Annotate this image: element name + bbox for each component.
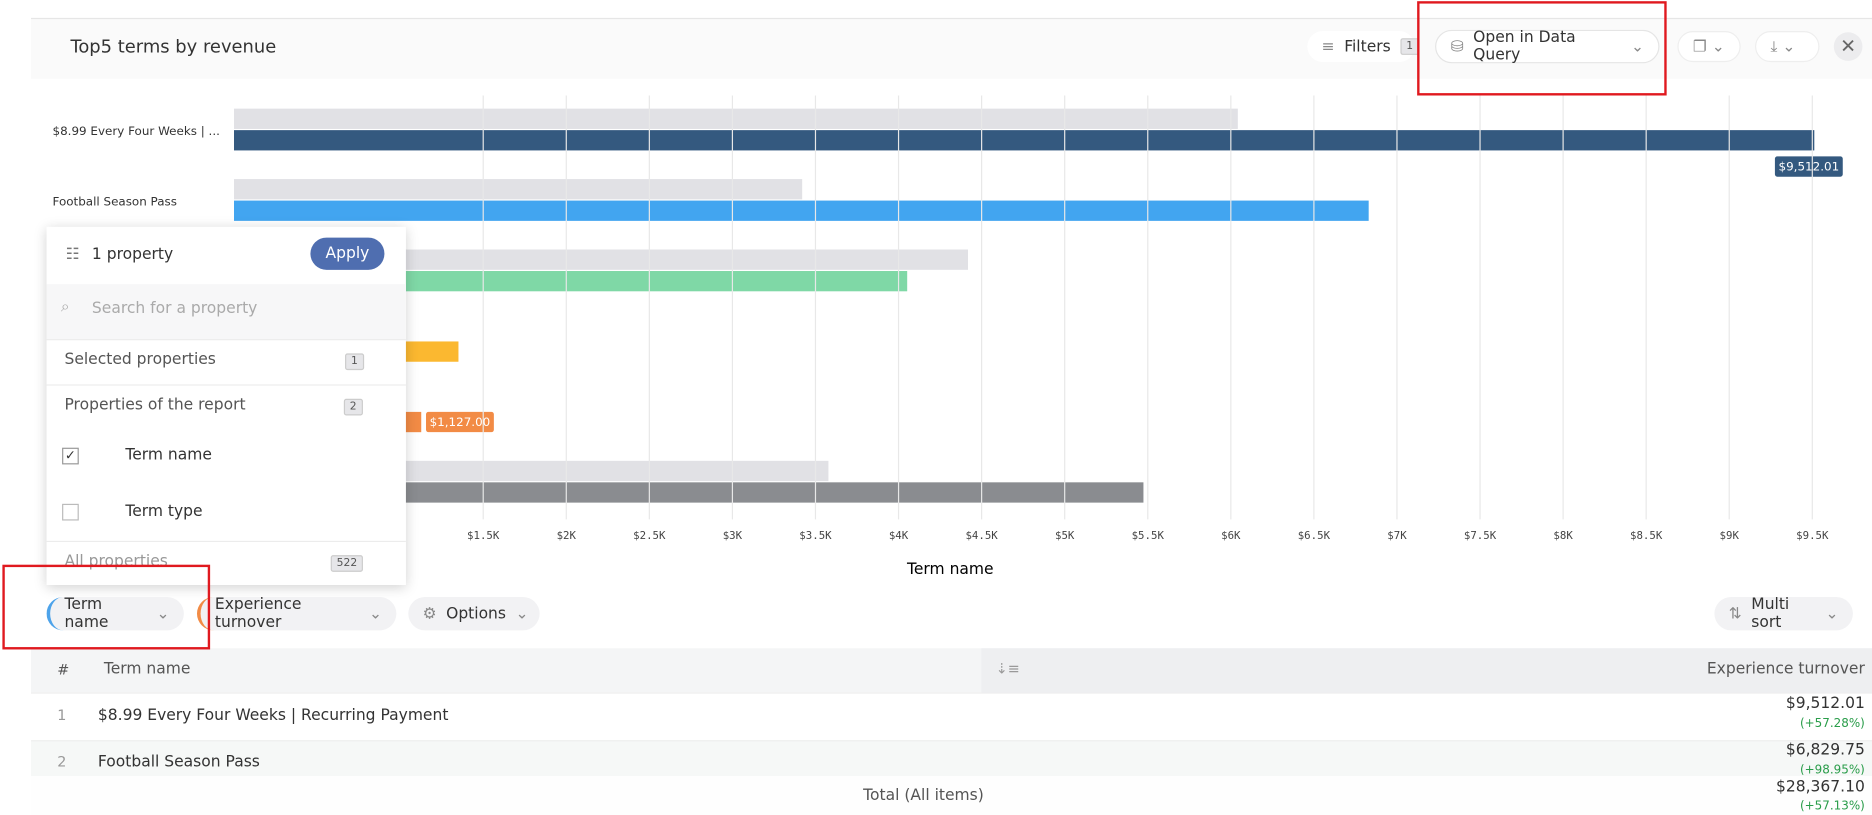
data-label: $9,512.01: [1778, 160, 1839, 174]
highlight-box: [2, 564, 211, 650]
bar: [234, 249, 968, 270]
search-icon: ⌕: [60, 298, 70, 317]
y-tick-label: $8.99 Every Four Weeks | ...: [53, 124, 220, 138]
header-cell: Experience turnover: [1706, 660, 1865, 679]
bar: [234, 200, 1369, 221]
cell: 1: [57, 706, 67, 724]
selected-section[interactable]: Selected properties: [64, 351, 216, 369]
options-label: Options: [446, 604, 506, 623]
cell: 2: [57, 753, 67, 771]
dimension-chip[interactable]: Term name ⌄: [46, 595, 184, 632]
sort-label: Multi sort: [1751, 595, 1790, 632]
download-button[interactable]: ⤓ ⌄: [1755, 31, 1820, 63]
cell: $6,829.75: [1785, 741, 1865, 760]
search-placeholder: Search for a property: [91, 299, 258, 318]
x-axis-label: Term name: [906, 560, 994, 578]
checkbox[interactable]: [62, 503, 79, 521]
dimension-label: Term name: [64, 595, 109, 632]
x-tick-label: $7.5K: [1464, 529, 1497, 542]
list-icon: ☷: [65, 245, 80, 264]
all-count: 522: [330, 555, 364, 572]
data-label: $1,127.00: [430, 415, 491, 429]
table-row: [31, 692, 1872, 740]
selected-count: 1: [345, 353, 364, 371]
x-tick-label: $4K: [889, 529, 909, 542]
x-tick-label: $7K: [1387, 529, 1407, 542]
x-tick-label: $3K: [723, 529, 743, 542]
y-tick-label: Football Season Pass: [53, 194, 177, 208]
property-item[interactable]: Term name: [125, 446, 212, 465]
sort-button[interactable]: ⇅ Multi sort ⌄: [1714, 595, 1853, 632]
x-tick-label: $5.5K: [1132, 529, 1165, 542]
header-cell: #: [57, 661, 70, 679]
data-label-box: [1774, 156, 1843, 177]
metric-label: Experience turnover: [214, 595, 302, 632]
property-popover: ☷ 1 property Apply Search for a property…: [46, 226, 406, 586]
apply-button[interactable]: Apply: [310, 237, 385, 270]
metric-chip[interactable]: Experience turnover ⌄: [196, 595, 397, 632]
x-tick-label: $6K: [1221, 529, 1241, 542]
search-box[interactable]: [46, 284, 406, 340]
popover-title: 1 property: [91, 245, 174, 264]
cell: Football Season Pass: [97, 753, 260, 772]
open-query-button[interactable]: ⛁ Open in Data Query ⌄: [1435, 28, 1660, 65]
x-tick-label: $2.5K: [633, 529, 666, 542]
close-button[interactable]: ✕: [1833, 32, 1863, 61]
x-tick-label: $4.5K: [965, 529, 998, 542]
highlight-box: [1417, 1, 1667, 96]
open-query-label: Open in Data Query: [1473, 28, 1576, 65]
total-label: Total (All items): [863, 786, 984, 805]
filters-button[interactable]: ≡ Filters 1: [1307, 31, 1420, 63]
filters-label: Filters: [1344, 37, 1391, 56]
x-tick-label: $6.5K: [1298, 529, 1331, 542]
title: Top5 terms by revenue: [70, 35, 277, 58]
checkbox[interactable]: ✓: [62, 447, 79, 465]
bar: [234, 130, 1815, 151]
data-label-box: [426, 411, 494, 433]
options-button[interactable]: ⚙ Options ⌄: [408, 596, 540, 631]
bar: [234, 108, 1238, 129]
x-tick-label: $8.5K: [1630, 529, 1663, 542]
report-section[interactable]: Properties of the report: [64, 396, 246, 415]
total-value: $28,367.10: [1775, 778, 1865, 797]
x-tick-label: $5K: [1055, 529, 1075, 542]
cell: $8.99 Every Four Weeks | Recurring Payme…: [97, 706, 449, 725]
x-tick-label: $9.5K: [1796, 529, 1829, 542]
sort-icon[interactable]: ⇣≡: [995, 660, 1020, 677]
x-tick-label: $3.5K: [799, 529, 832, 542]
property-item[interactable]: Term type: [125, 502, 203, 521]
x-tick-label: $1.5K: [467, 529, 500, 542]
x-tick-label: $9K: [1720, 529, 1740, 542]
bar: [234, 179, 803, 200]
x-tick-label: $2K: [557, 529, 577, 542]
cell-change: (+98.95%): [1799, 764, 1865, 775]
total-change: (+57.13%): [1799, 799, 1865, 814]
cell-change: (+57.28%): [1799, 717, 1865, 731]
x-tick-label: $8K: [1553, 529, 1573, 542]
cell: $9,512.01: [1785, 694, 1865, 713]
total-row: [0, 776, 1872, 815]
copy-button[interactable]: ❐ ⌄: [1677, 31, 1741, 63]
bar: [234, 482, 1144, 503]
header-cell: Term name: [103, 660, 191, 679]
report-count: 2: [343, 398, 363, 416]
